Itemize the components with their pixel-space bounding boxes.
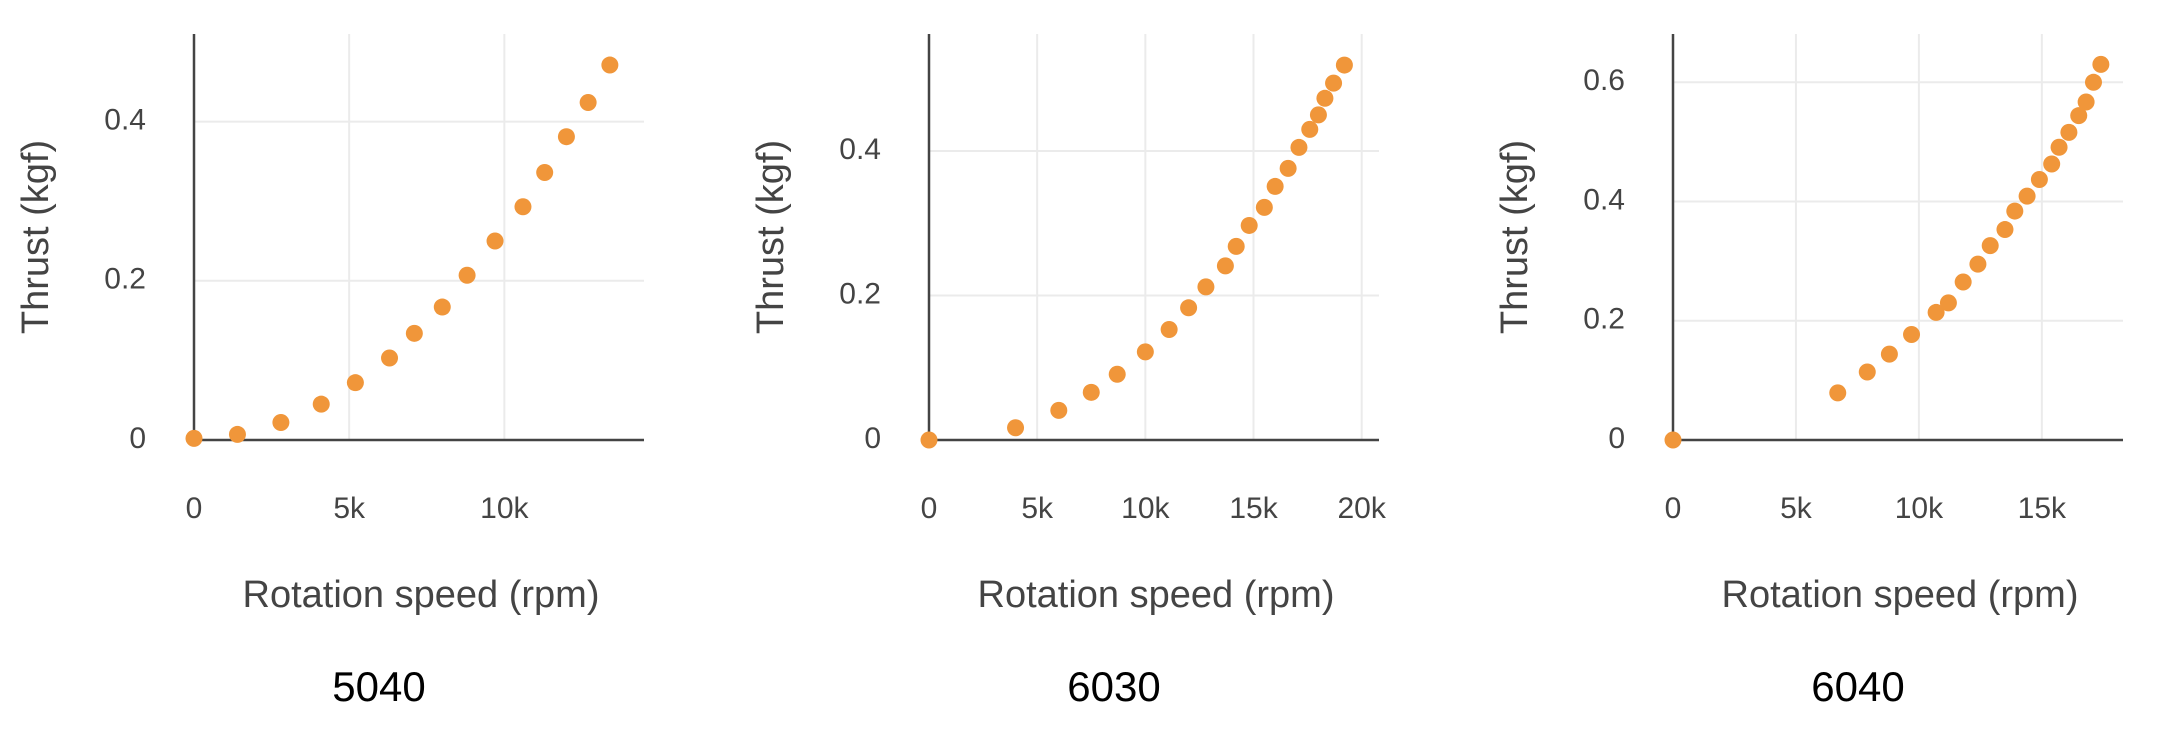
data-point (2006, 202, 2024, 220)
data-point (2060, 123, 2078, 141)
data-point (1216, 257, 1234, 275)
data-point (1880, 345, 1898, 363)
chart-caption: 6030 (1067, 663, 1160, 710)
x-axis-title: Rotation speed (rpm) (978, 574, 1335, 616)
x-tick-label: 15k (1229, 492, 1278, 525)
data-point (433, 298, 451, 316)
y-tick-label: 0.4 (839, 133, 881, 166)
data-point (1981, 237, 1999, 255)
data-point (458, 266, 476, 284)
data-point (405, 324, 423, 342)
data-point (381, 349, 399, 367)
data-point (312, 395, 330, 413)
data-point (1227, 237, 1245, 255)
chart-panel: 0 5k 10k 15k 20k 0 0.2 0.4 Rotation speed (rpm) T… (750, 34, 1387, 710)
y-tick-label: 0.6 (1583, 64, 1625, 97)
data-point (185, 429, 203, 447)
data-point (1309, 106, 1327, 124)
x-tick-label: 5k (333, 492, 366, 525)
data-point (1255, 198, 1273, 216)
data-point (2018, 187, 2036, 205)
data-point (536, 164, 554, 182)
data-point (1301, 120, 1319, 138)
data-point (2070, 107, 2088, 125)
chart-panel: 0 5k 10k 0 0.2 0.4 Rotation speed (rpm) Thrust … (15, 34, 644, 710)
y-tick-label: 0 (1608, 422, 1625, 455)
chart-caption: 5040 (332, 663, 425, 710)
data-point (1858, 363, 1876, 381)
data-point (228, 425, 246, 443)
x-tick-label: 0 (186, 492, 203, 525)
data-point (2084, 73, 2102, 91)
data-point (1197, 278, 1215, 296)
y-tick-label: 0.4 (104, 103, 146, 136)
data-point (1954, 273, 1972, 291)
data-point (272, 413, 290, 431)
data-point (601, 56, 619, 74)
data-point (1108, 365, 1126, 383)
data-point (1082, 383, 1100, 401)
data-point (1050, 401, 1068, 419)
data-point (579, 93, 597, 111)
y-tick-label: 0.2 (1583, 303, 1625, 336)
data-point (1664, 431, 1682, 449)
data-point (486, 232, 504, 250)
data-point (1007, 419, 1025, 437)
data-point (1996, 221, 2014, 239)
data-point (1316, 89, 1334, 107)
data-point (1290, 138, 1308, 156)
data-point (1829, 384, 1847, 402)
data-point (1240, 216, 1258, 234)
data-point (1279, 159, 1297, 177)
data-point (1927, 303, 1945, 321)
x-tick-label: 10k (1895, 492, 1944, 525)
data-point (346, 374, 364, 392)
data-point (2030, 170, 2048, 188)
data-point (2092, 55, 2110, 73)
x-tick-label: 20k (1338, 492, 1387, 525)
y-tick-label: 0.2 (104, 263, 146, 296)
x-tick-label: 10k (480, 492, 529, 525)
data-point (1180, 299, 1198, 317)
x-tick-label: 0 (921, 492, 938, 525)
y-axis-title: Thrust (kgf) (15, 140, 57, 334)
data-point (920, 431, 938, 449)
chart-panel: 0 5k 10k 15k 0 0.2 0.4 0.6 Rotation speed (rpm) T… (1494, 34, 2123, 710)
x-axis-title: Rotation speed (rpm) (243, 574, 600, 616)
x-tick-label: 10k (1121, 492, 1170, 525)
data-point (1325, 74, 1343, 92)
x-tick-label: 0 (1665, 492, 1682, 525)
chart-caption: 6040 (1811, 663, 1904, 710)
data-point (1136, 343, 1154, 361)
data-point (2077, 93, 2095, 111)
y-tick-label: 0 (864, 422, 881, 455)
data-point (514, 198, 532, 216)
y-tick-label: 0.4 (1583, 183, 1625, 216)
data-point (557, 128, 575, 146)
data-point (2050, 138, 2068, 156)
y-tick-label: 0.2 (839, 277, 881, 310)
data-point (2043, 155, 2061, 173)
data-point (1939, 294, 1957, 312)
data-point (1266, 177, 1284, 195)
x-tick-label: 5k (1021, 492, 1054, 525)
data-point (1969, 255, 1987, 273)
data-point (1335, 56, 1353, 74)
x-axis-title: Rotation speed (rpm) (1722, 574, 2079, 616)
y-axis-title: Thrust (kgf) (1494, 140, 1536, 334)
data-point (1903, 325, 1921, 343)
y-axis-title: Thrust (kgf) (750, 140, 792, 334)
x-tick-label: 5k (1780, 492, 1813, 525)
data-point (1160, 320, 1178, 338)
y-tick-label: 0 (129, 422, 146, 455)
x-tick-label: 15k (2018, 492, 2067, 525)
